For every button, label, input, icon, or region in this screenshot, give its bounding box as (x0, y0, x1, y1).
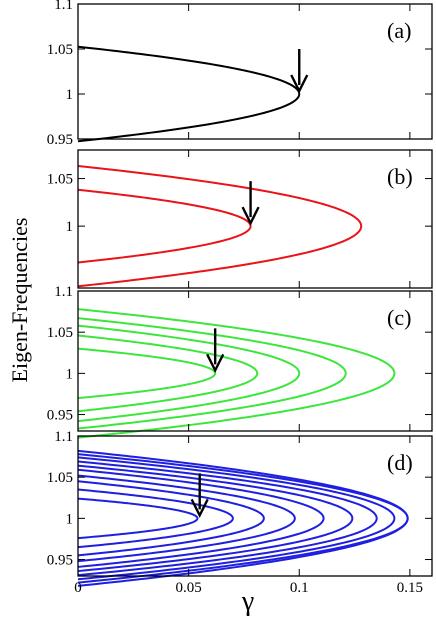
series-line (77, 460, 378, 577)
y-tick-label: 1.05 (47, 42, 73, 58)
y-tick-label: 1.05 (47, 470, 73, 486)
panel-b: 1 1.05 (b) (47, 149, 433, 289)
y-tick-label: 1 (66, 366, 74, 382)
panel-label: (b) (387, 164, 413, 189)
series-line (77, 317, 347, 430)
panel-d: 0.95 1 1.05 1.1 (d) (47, 429, 433, 587)
panel-label: (a) (387, 18, 411, 43)
arrow-icon (241, 206, 260, 226)
series-line (77, 480, 265, 557)
series-line (77, 45, 301, 143)
series-line (77, 464, 354, 573)
panel-a: 0.95 1 1.05 1.1 (a) (47, 0, 433, 148)
series-line (77, 456, 396, 581)
series-line (77, 308, 396, 439)
y-axis-label: Eigen-Frequencies (7, 218, 32, 383)
series-line (77, 449, 409, 587)
series-line (77, 188, 252, 264)
panel-label: (d) (387, 450, 413, 475)
panel-c: 0.95 1 1.05 1.1 (c) (47, 284, 433, 439)
y-tick-label: 1 (66, 87, 74, 103)
arrow-icon (190, 498, 209, 519)
series-line (77, 453, 409, 584)
series-line (77, 334, 259, 413)
x-tick-label: 0 (74, 580, 82, 596)
series-line (77, 164, 363, 288)
series-line (77, 488, 234, 549)
y-tick-label: 1.1 (54, 0, 73, 13)
panel-label: (c) (387, 305, 411, 330)
x-tick-label: 0.1 (290, 580, 309, 596)
x-axis-label: γ (241, 586, 254, 617)
x-tick-label: 0.05 (176, 580, 202, 596)
plot-frame (77, 435, 433, 577)
y-tick-label: 0.95 (47, 553, 73, 569)
series-line (77, 474, 296, 563)
y-tick-label: 1.1 (54, 284, 73, 300)
arrow-icon (290, 74, 309, 94)
x-tick-label: 0.15 (397, 580, 423, 596)
y-tick-label: 1.1 (54, 429, 73, 445)
y-tick-label: 1.05 (47, 325, 73, 341)
series-line (77, 347, 217, 400)
y-tick-label: 0.95 (47, 408, 73, 424)
y-tick-label: 1.05 (47, 172, 73, 188)
series-line (77, 497, 199, 540)
plot-frame (77, 290, 433, 432)
plot-frame (77, 149, 433, 289)
series-line (77, 324, 301, 423)
y-tick-label: 1 (66, 219, 74, 235)
plot-frame (77, 3, 433, 140)
y-tick-label: 0.95 (47, 132, 73, 148)
arrow-icon (206, 353, 225, 374)
y-tick-label: 1 (66, 511, 74, 527)
